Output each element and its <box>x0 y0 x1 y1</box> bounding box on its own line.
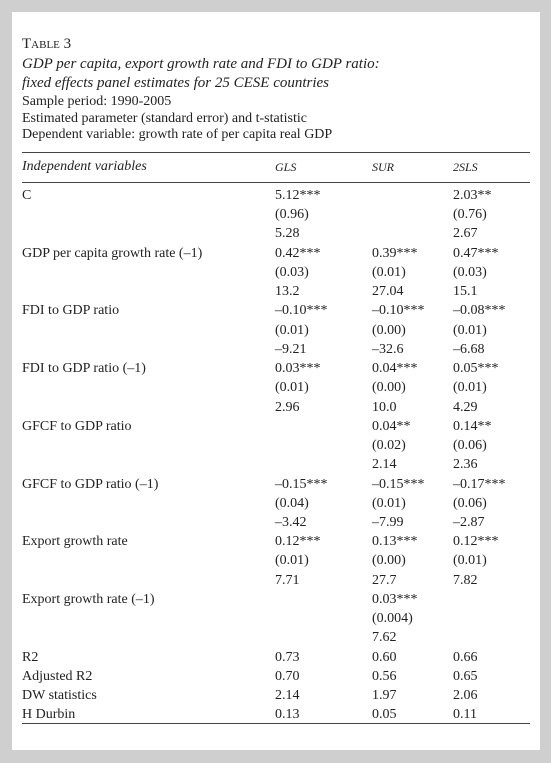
stat-label: Adjusted R2 <box>22 668 93 684</box>
cell: 5.12*** <box>275 188 321 203</box>
cell: (0.76) <box>453 207 487 223</box>
cell: (0.01) <box>453 380 487 396</box>
cell: 5.28 <box>275 226 300 242</box>
cell: 13.2 <box>275 284 300 300</box>
column-header: SUR <box>372 160 394 174</box>
cell: (0.00) <box>372 380 406 396</box>
cell: 0.12*** <box>453 534 499 550</box>
cell: –0.10*** <box>275 303 328 319</box>
cell: (0.03) <box>275 264 309 280</box>
row-label: GFCF to GDP ratio <box>22 418 132 434</box>
table-title: GDP per capita, export growth rate and F… <box>22 56 380 72</box>
cell: (0.01) <box>372 264 406 280</box>
cell: (0.01) <box>275 322 309 338</box>
cell: (0.06) <box>453 495 487 511</box>
column-header: GLS <box>275 160 297 174</box>
cell: 7.82 <box>453 572 478 588</box>
cell: (0.01) <box>453 553 487 569</box>
rule <box>22 152 530 153</box>
cell: (0.00) <box>372 322 406 338</box>
rule <box>22 182 530 183</box>
cell: –32.6 <box>372 341 404 357</box>
cell: –2.87 <box>453 514 485 530</box>
cell: –6.68 <box>453 341 485 357</box>
cell: 0.66 <box>453 649 478 665</box>
cell: 2.67 <box>453 226 478 242</box>
cell: 2.96 <box>275 399 300 415</box>
cell: 7.71 <box>275 572 300 588</box>
table-note: Dependent variable: growth rate of per c… <box>22 127 333 142</box>
row-label: C <box>22 188 32 203</box>
table-title: fixed effects panel estimates for 25 CES… <box>22 75 330 91</box>
cell: 27.7 <box>372 572 397 588</box>
stat-label: DW statistics <box>22 687 97 703</box>
cell: 0.12*** <box>275 534 321 550</box>
cell: –0.08*** <box>453 303 506 319</box>
cell: –9.21 <box>275 341 307 357</box>
cell: 2.03** <box>453 188 492 203</box>
cell: 2.36 <box>453 457 478 473</box>
row-label: FDI to GDP ratio <box>22 303 120 319</box>
cell: 15.1 <box>453 284 478 300</box>
table-label: Table 3 <box>22 36 72 52</box>
cell: (0.02) <box>372 438 406 453</box>
cell: (0.06) <box>453 438 487 453</box>
cell: (0.01) <box>453 322 487 338</box>
cell: 0.13*** <box>372 534 418 550</box>
cell: 2.14 <box>275 687 300 703</box>
cell: 2.06 <box>453 687 478 703</box>
cell: 0.03*** <box>275 361 321 377</box>
cell: 0.70 <box>275 668 300 684</box>
cell: (0.00) <box>372 553 406 569</box>
cell: 0.13 <box>275 706 300 722</box>
cell: (0.004) <box>372 611 413 627</box>
column-header: 2SLS <box>453 160 478 174</box>
cell: –0.15*** <box>372 476 425 492</box>
cell: 0.42*** <box>275 245 321 261</box>
cell: 7.62 <box>372 630 397 646</box>
cell: 0.05*** <box>453 361 499 377</box>
cell: (0.01) <box>275 553 309 569</box>
cell: (0.96) <box>275 207 309 223</box>
cell: 0.39*** <box>372 245 418 261</box>
cell: 27.04 <box>372 284 404 300</box>
cell: 0.04** <box>372 418 411 434</box>
row-label: Export growth rate (–1) <box>22 591 155 607</box>
cell: –0.15*** <box>275 476 328 492</box>
cell: 0.05 <box>372 706 397 722</box>
row-label: GFCF to GDP ratio (–1) <box>22 476 159 492</box>
table-note: Estimated parameter (standard error) and… <box>22 111 307 126</box>
cell: –0.10*** <box>372 303 425 319</box>
cell: (0.03) <box>453 264 487 280</box>
cell: 2.14 <box>372 457 397 473</box>
cell: 0.14** <box>453 418 492 434</box>
cell: –3.42 <box>275 514 307 530</box>
row-label: GDP per capita growth rate (–1) <box>22 245 203 261</box>
table-panel: Table 3 GDP per capita, export growth ra… <box>12 12 540 750</box>
cell: 10.0 <box>372 399 397 415</box>
cell: 0.03*** <box>372 591 418 607</box>
cell: 0.04*** <box>372 361 418 377</box>
cell: –0.17*** <box>453 476 506 492</box>
cell: (0.01) <box>275 380 309 396</box>
cell: 0.11 <box>453 706 477 722</box>
stat-label: R2 <box>22 649 39 665</box>
row-label: FDI to GDP ratio (–1) <box>22 361 146 377</box>
cell: (0.01) <box>372 495 406 511</box>
cell: (0.04) <box>275 495 309 511</box>
cell: 0.73 <box>275 649 300 665</box>
cell: 0.60 <box>372 649 397 665</box>
column-header: Independent variables <box>22 159 147 174</box>
rule <box>22 723 530 724</box>
cell: 1.97 <box>372 687 397 703</box>
stat-label: H Durbin <box>22 706 76 722</box>
table-note: Sample period: 1990-2005 <box>22 94 172 109</box>
row-label: Export growth rate <box>22 534 128 550</box>
cell: –7.99 <box>372 514 404 530</box>
cell: 0.56 <box>372 668 397 684</box>
cell: 0.65 <box>453 668 478 684</box>
cell: 4.29 <box>453 399 478 415</box>
cell: 0.47*** <box>453 245 499 261</box>
